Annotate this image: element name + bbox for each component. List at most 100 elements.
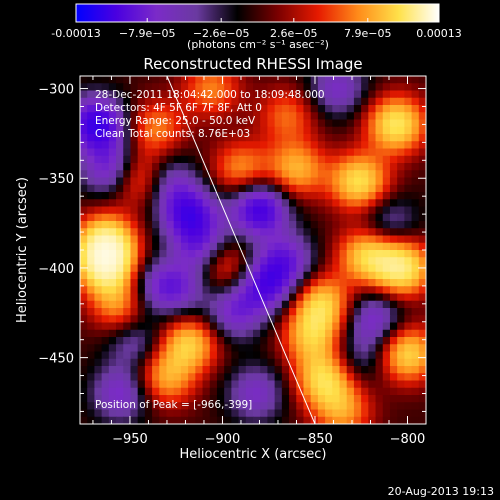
heatmap-cell [137, 184, 146, 193]
heatmap-cell [281, 271, 290, 280]
heatmap-cell [80, 134, 88, 142]
heatmap-cell [137, 112, 146, 121]
heatmap-cell [411, 387, 420, 396]
heatmap-cell [216, 373, 225, 382]
heatmap-cell [274, 293, 283, 302]
heatmap-cell [144, 387, 153, 396]
heatmap-cell [418, 235, 426, 244]
heatmap-cell [224, 315, 232, 324]
heatmap-cell [152, 344, 160, 353]
heatmap-cell [123, 97, 132, 106]
heatmap-cell [281, 409, 290, 418]
annotation-energy-range: Energy Range: 25.0 - 50.0 keV [95, 115, 256, 127]
heatmap-cell [202, 221, 211, 229]
heatmap-cell [303, 213, 312, 222]
heatmap-cell [375, 235, 384, 244]
heatmap-cell [209, 90, 218, 99]
heatmap-cell [101, 105, 110, 113]
heatmap-cell [296, 387, 305, 396]
heatmap-cell [180, 395, 189, 403]
heatmap-cell [152, 315, 160, 324]
heatmap-cell [173, 402, 182, 411]
heatmap-cell [80, 235, 88, 244]
heatmap-cell [173, 315, 182, 324]
heatmap-cell [130, 286, 139, 295]
heatmap-cell [346, 264, 355, 273]
heatmap-cell [303, 416, 312, 424]
heatmap-cell [361, 286, 369, 295]
heatmap-cell [404, 242, 413, 251]
heatmap-cell [231, 409, 240, 418]
heatmap-cell [130, 105, 139, 113]
heatmap-cell [404, 170, 413, 179]
heatmap-cell [411, 170, 420, 179]
heatmap-cell [216, 213, 225, 222]
heatmap-cell [368, 286, 377, 295]
heatmap-cell [382, 395, 391, 403]
heatmap-cell [361, 105, 369, 113]
heatmap-cell [404, 395, 413, 403]
heatmap-cell [101, 351, 110, 360]
heatmap-cell [245, 242, 254, 251]
heatmap-cell [353, 315, 362, 324]
heatmap-cell [116, 366, 124, 374]
heatmap-cell [361, 366, 369, 374]
heatmap-cell [310, 90, 319, 99]
heatmap-cell [361, 344, 369, 353]
heatmap-cell [317, 126, 326, 135]
chart-title: Reconstructed RHESSI Image [143, 55, 362, 73]
heatmap-cell [346, 126, 355, 135]
heatmap-cell [281, 337, 290, 345]
heatmap-cell [159, 264, 168, 273]
heatmap-cell [188, 271, 196, 280]
heatmap-cell [195, 380, 204, 389]
heatmap-cell [389, 221, 398, 229]
heatmap-cell [296, 300, 305, 309]
heatmap-cell [231, 242, 240, 251]
heatmap-cell [375, 293, 384, 302]
heatmap-cell [418, 315, 426, 324]
heatmap-cell [195, 308, 204, 316]
heatmap-cell [180, 387, 189, 396]
heatmap-cell [224, 387, 232, 396]
heatmap-cell [216, 329, 225, 338]
heatmap-cell [195, 416, 204, 424]
heatmap-cell [116, 387, 124, 396]
heatmap-cell [317, 90, 326, 99]
heatmap-cell [159, 192, 168, 200]
heatmap-cell [231, 228, 240, 237]
heatmap-cell [368, 344, 377, 353]
heatmap-cell [375, 380, 384, 389]
heatmap-cell [101, 76, 110, 84]
heatmap-cell [303, 90, 312, 99]
heatmap-cell [303, 155, 312, 164]
colorbar: -0.00013 −7.9e−05 −2.6e−05 2.6e−05 7.9e−05 0.… [51, 3, 462, 51]
heatmap-cell [238, 242, 247, 251]
heatmap-cell [101, 199, 110, 208]
heatmap-cell [216, 380, 225, 389]
heatmap-cell [289, 387, 297, 396]
heatmap-cell [361, 199, 369, 208]
heatmap-cell [339, 192, 348, 200]
heatmap-cell [152, 300, 160, 309]
heatmap-cell [382, 264, 391, 273]
heatmap-cell [216, 134, 225, 142]
heatmap-cell [245, 300, 254, 309]
heatmap-cell [332, 286, 341, 295]
heatmap-cell [216, 344, 225, 353]
heatmap-cell [87, 163, 96, 171]
heatmap-cell [80, 337, 88, 345]
heatmap-cell [281, 206, 290, 215]
heatmap-cell [368, 228, 377, 237]
heatmap-cell [339, 351, 348, 360]
heatmap-cell [368, 264, 377, 273]
heatmap-cell [404, 199, 413, 208]
heatmap-cell [375, 105, 384, 113]
heatmap-cell [180, 416, 189, 424]
heatmap-cell [238, 380, 247, 389]
heatmap-cell [281, 329, 290, 338]
heatmap-cell [389, 337, 398, 345]
heatmap-cell [346, 344, 355, 353]
heatmap-cell [260, 134, 269, 142]
heatmap-cell [274, 213, 283, 222]
